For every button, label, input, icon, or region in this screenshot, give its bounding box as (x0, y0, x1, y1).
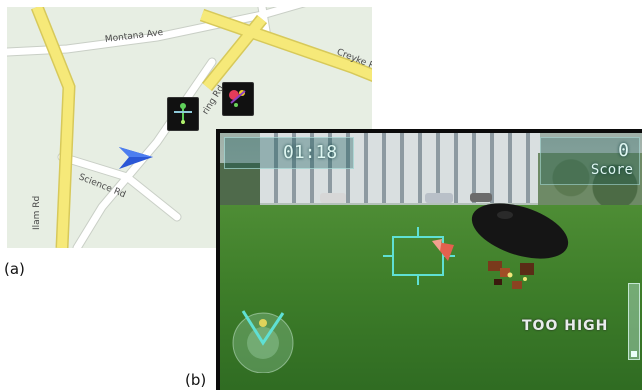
radar-joystick[interactable] (228, 303, 298, 373)
panel-label-b: (b) (185, 371, 207, 389)
drone-pin-icon[interactable] (222, 82, 254, 116)
enemy-drone-large (471, 203, 569, 259)
game-scene-objects (471, 203, 569, 289)
timer-value: 01:18 (283, 142, 338, 163)
enemy-drone-part (488, 261, 502, 271)
background-foliage (220, 163, 260, 213)
timer-panel: 01:18 (224, 137, 354, 169)
score-value: 0 (618, 140, 629, 161)
grass-field (220, 205, 642, 390)
score-label: Score (590, 162, 633, 178)
panel-label-a: (a) (4, 260, 25, 278)
map-panel[interactable]: Montana Ave Creyke Rd ring Rd Science Rd… (7, 7, 372, 248)
navigation-arrow-icon (119, 147, 153, 169)
road-label-ilam: Ilam Rd (32, 195, 42, 230)
parked-cars (320, 193, 492, 203)
drone-pin-icon[interactable] (167, 97, 199, 131)
score-panel: 0 Score (540, 137, 640, 185)
altitude-gauge-marker (631, 351, 637, 357)
target-marker-icon (432, 239, 454, 261)
altitude-gauge (628, 283, 640, 360)
altitude-warning: TOO HIGH (522, 318, 609, 334)
ar-game-view[interactable]: 01:18 0 Score TOO HIGH (216, 129, 642, 390)
